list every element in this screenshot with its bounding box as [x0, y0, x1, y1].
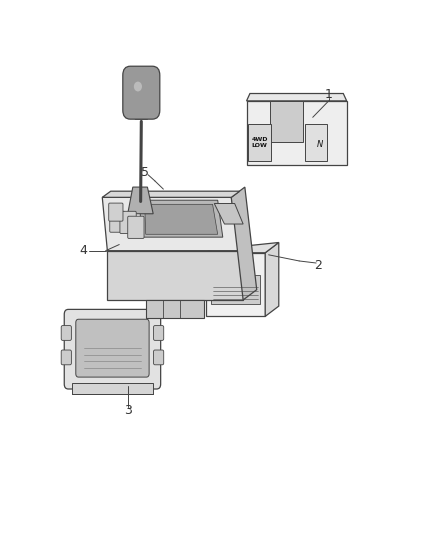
- Bar: [72, 383, 153, 394]
- Text: 4WD
LOW: 4WD LOW: [251, 137, 268, 148]
- Polygon shape: [265, 243, 279, 317]
- FancyBboxPatch shape: [120, 211, 136, 233]
- Polygon shape: [145, 204, 218, 235]
- Polygon shape: [140, 200, 223, 237]
- FancyBboxPatch shape: [123, 66, 160, 119]
- Polygon shape: [206, 243, 279, 253]
- FancyBboxPatch shape: [61, 326, 71, 341]
- FancyBboxPatch shape: [76, 319, 149, 377]
- Circle shape: [310, 139, 313, 142]
- FancyBboxPatch shape: [110, 211, 125, 232]
- Circle shape: [134, 82, 142, 92]
- Text: 1: 1: [325, 88, 332, 101]
- FancyBboxPatch shape: [154, 326, 164, 341]
- Text: 2: 2: [314, 259, 322, 271]
- Polygon shape: [134, 111, 149, 119]
- Bar: [248, 124, 271, 161]
- Text: 3: 3: [124, 404, 132, 417]
- Polygon shape: [102, 191, 240, 197]
- Polygon shape: [107, 251, 243, 300]
- Polygon shape: [231, 187, 257, 300]
- Bar: [270, 101, 303, 142]
- FancyBboxPatch shape: [61, 350, 71, 365]
- Polygon shape: [102, 197, 243, 251]
- Text: 5: 5: [141, 166, 149, 179]
- Polygon shape: [128, 187, 153, 214]
- Polygon shape: [206, 253, 265, 317]
- FancyBboxPatch shape: [154, 350, 164, 365]
- Bar: [211, 276, 260, 304]
- Polygon shape: [247, 101, 346, 165]
- Polygon shape: [146, 300, 204, 318]
- Text: N: N: [317, 140, 323, 149]
- FancyBboxPatch shape: [128, 216, 144, 238]
- Polygon shape: [214, 204, 243, 224]
- FancyBboxPatch shape: [109, 203, 123, 221]
- Text: 4: 4: [80, 244, 88, 257]
- FancyBboxPatch shape: [64, 309, 161, 389]
- Polygon shape: [247, 93, 346, 101]
- Bar: [305, 124, 327, 161]
